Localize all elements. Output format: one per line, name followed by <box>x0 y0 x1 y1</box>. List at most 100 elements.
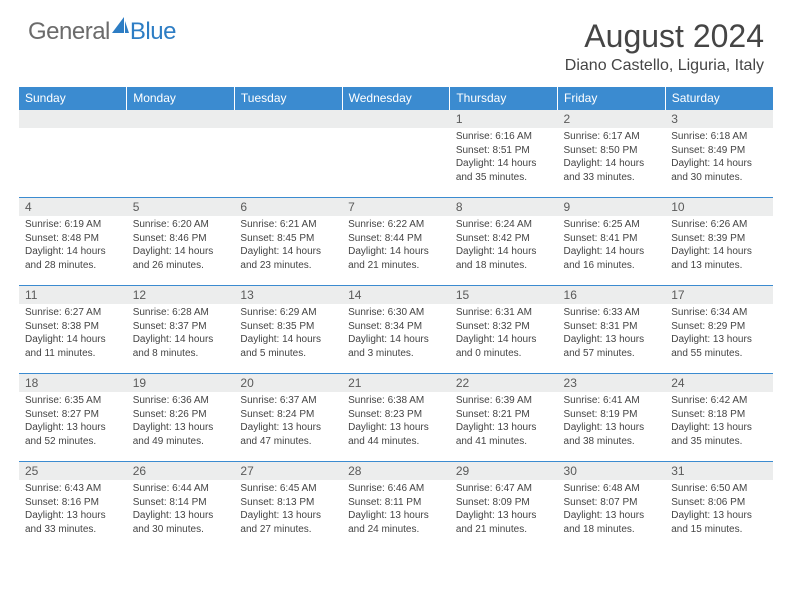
calendar-cell: 3Sunrise: 6:18 AMSunset: 8:49 PMDaylight… <box>665 110 773 198</box>
day-info: Sunrise: 6:28 AMSunset: 8:37 PMDaylight:… <box>127 304 235 364</box>
day-number: 13 <box>234 286 342 304</box>
calendar-cell: 24Sunrise: 6:42 AMSunset: 8:18 PMDayligh… <box>665 374 773 462</box>
day-info: Sunrise: 6:31 AMSunset: 8:32 PMDaylight:… <box>450 304 558 364</box>
calendar-cell: 30Sunrise: 6:48 AMSunset: 8:07 PMDayligh… <box>558 462 666 550</box>
calendar-cell: 18Sunrise: 6:35 AMSunset: 8:27 PMDayligh… <box>19 374 127 462</box>
weekday-header: Monday <box>127 87 235 110</box>
day-info: Sunrise: 6:19 AMSunset: 8:48 PMDaylight:… <box>19 216 127 276</box>
day-number: 17 <box>665 286 773 304</box>
calendar-cell: 12Sunrise: 6:28 AMSunset: 8:37 PMDayligh… <box>127 286 235 374</box>
day-number: 10 <box>665 198 773 216</box>
day-info: Sunrise: 6:36 AMSunset: 8:26 PMDaylight:… <box>127 392 235 452</box>
day-number: 5 <box>127 198 235 216</box>
day-info: Sunrise: 6:22 AMSunset: 8:44 PMDaylight:… <box>342 216 450 276</box>
calendar-cell: 28Sunrise: 6:46 AMSunset: 8:11 PMDayligh… <box>342 462 450 550</box>
calendar-cell: 20Sunrise: 6:37 AMSunset: 8:24 PMDayligh… <box>234 374 342 462</box>
day-number: 4 <box>19 198 127 216</box>
day-number: 22 <box>450 374 558 392</box>
day-number: 8 <box>450 198 558 216</box>
day-info: Sunrise: 6:45 AMSunset: 8:13 PMDaylight:… <box>234 480 342 540</box>
title-month: August 2024 <box>565 18 764 55</box>
calendar-cell: 27Sunrise: 6:45 AMSunset: 8:13 PMDayligh… <box>234 462 342 550</box>
day-number: 11 <box>19 286 127 304</box>
weekday-header: Tuesday <box>234 87 342 110</box>
day-number: 23 <box>558 374 666 392</box>
day-number: 2 <box>558 110 666 128</box>
day-info: Sunrise: 6:25 AMSunset: 8:41 PMDaylight:… <box>558 216 666 276</box>
calendar-cell <box>342 110 450 198</box>
day-number: 25 <box>19 462 127 480</box>
calendar-body: 1Sunrise: 6:16 AMSunset: 8:51 PMDaylight… <box>19 110 773 550</box>
day-info: Sunrise: 6:41 AMSunset: 8:19 PMDaylight:… <box>558 392 666 452</box>
calendar-cell <box>234 110 342 198</box>
calendar-cell: 29Sunrise: 6:47 AMSunset: 8:09 PMDayligh… <box>450 462 558 550</box>
day-number: 18 <box>19 374 127 392</box>
calendar-cell: 14Sunrise: 6:30 AMSunset: 8:34 PMDayligh… <box>342 286 450 374</box>
calendar-row: 1Sunrise: 6:16 AMSunset: 8:51 PMDaylight… <box>19 110 773 198</box>
logo-sail-icon <box>110 15 130 35</box>
day-number: 19 <box>127 374 235 392</box>
day-number-empty <box>342 110 450 128</box>
day-number: 3 <box>665 110 773 128</box>
calendar-cell: 16Sunrise: 6:33 AMSunset: 8:31 PMDayligh… <box>558 286 666 374</box>
calendar-table: SundayMondayTuesdayWednesdayThursdayFrid… <box>19 87 773 550</box>
calendar-cell: 1Sunrise: 6:16 AMSunset: 8:51 PMDaylight… <box>450 110 558 198</box>
day-info: Sunrise: 6:35 AMSunset: 8:27 PMDaylight:… <box>19 392 127 452</box>
day-info: Sunrise: 6:34 AMSunset: 8:29 PMDaylight:… <box>665 304 773 364</box>
day-info: Sunrise: 6:48 AMSunset: 8:07 PMDaylight:… <box>558 480 666 540</box>
calendar-cell: 4Sunrise: 6:19 AMSunset: 8:48 PMDaylight… <box>19 198 127 286</box>
calendar-cell: 31Sunrise: 6:50 AMSunset: 8:06 PMDayligh… <box>665 462 773 550</box>
title-block: August 2024 Diano Castello, Liguria, Ita… <box>565 18 764 75</box>
day-info: Sunrise: 6:30 AMSunset: 8:34 PMDaylight:… <box>342 304 450 364</box>
weekday-header: Saturday <box>665 87 773 110</box>
day-info: Sunrise: 6:37 AMSunset: 8:24 PMDaylight:… <box>234 392 342 452</box>
calendar-row: 11Sunrise: 6:27 AMSunset: 8:38 PMDayligh… <box>19 286 773 374</box>
day-number: 29 <box>450 462 558 480</box>
calendar-cell: 7Sunrise: 6:22 AMSunset: 8:44 PMDaylight… <box>342 198 450 286</box>
day-info: Sunrise: 6:43 AMSunset: 8:16 PMDaylight:… <box>19 480 127 540</box>
calendar-cell: 22Sunrise: 6:39 AMSunset: 8:21 PMDayligh… <box>450 374 558 462</box>
day-info: Sunrise: 6:44 AMSunset: 8:14 PMDaylight:… <box>127 480 235 540</box>
day-number: 15 <box>450 286 558 304</box>
day-info: Sunrise: 6:26 AMSunset: 8:39 PMDaylight:… <box>665 216 773 276</box>
logo-text-blue: Blue <box>130 18 176 46</box>
day-number: 21 <box>342 374 450 392</box>
calendar-cell: 25Sunrise: 6:43 AMSunset: 8:16 PMDayligh… <box>19 462 127 550</box>
calendar-cell: 8Sunrise: 6:24 AMSunset: 8:42 PMDaylight… <box>450 198 558 286</box>
day-info: Sunrise: 6:50 AMSunset: 8:06 PMDaylight:… <box>665 480 773 540</box>
day-number: 9 <box>558 198 666 216</box>
day-number: 20 <box>234 374 342 392</box>
day-number: 1 <box>450 110 558 128</box>
day-number: 28 <box>342 462 450 480</box>
logo-text-general: General <box>28 18 110 46</box>
day-info: Sunrise: 6:46 AMSunset: 8:11 PMDaylight:… <box>342 480 450 540</box>
calendar-row: 18Sunrise: 6:35 AMSunset: 8:27 PMDayligh… <box>19 374 773 462</box>
day-number: 24 <box>665 374 773 392</box>
day-info: Sunrise: 6:33 AMSunset: 8:31 PMDaylight:… <box>558 304 666 364</box>
day-info: Sunrise: 6:39 AMSunset: 8:21 PMDaylight:… <box>450 392 558 452</box>
day-info: Sunrise: 6:21 AMSunset: 8:45 PMDaylight:… <box>234 216 342 276</box>
calendar-cell: 9Sunrise: 6:25 AMSunset: 8:41 PMDaylight… <box>558 198 666 286</box>
day-number: 14 <box>342 286 450 304</box>
day-number-empty <box>127 110 235 128</box>
calendar-cell: 17Sunrise: 6:34 AMSunset: 8:29 PMDayligh… <box>665 286 773 374</box>
day-number: 16 <box>558 286 666 304</box>
day-info: Sunrise: 6:38 AMSunset: 8:23 PMDaylight:… <box>342 392 450 452</box>
day-info: Sunrise: 6:17 AMSunset: 8:50 PMDaylight:… <box>558 128 666 188</box>
header: General Blue August 2024 Diano Castello,… <box>0 0 792 81</box>
calendar-cell: 5Sunrise: 6:20 AMSunset: 8:46 PMDaylight… <box>127 198 235 286</box>
calendar-cell: 2Sunrise: 6:17 AMSunset: 8:50 PMDaylight… <box>558 110 666 198</box>
day-number: 31 <box>665 462 773 480</box>
day-info: Sunrise: 6:16 AMSunset: 8:51 PMDaylight:… <box>450 128 558 188</box>
day-number: 7 <box>342 198 450 216</box>
calendar-head: SundayMondayTuesdayWednesdayThursdayFrid… <box>19 87 773 110</box>
weekday-header: Wednesday <box>342 87 450 110</box>
day-info: Sunrise: 6:47 AMSunset: 8:09 PMDaylight:… <box>450 480 558 540</box>
day-number: 27 <box>234 462 342 480</box>
day-number: 6 <box>234 198 342 216</box>
logo: General Blue <box>28 18 176 46</box>
weekday-header: Sunday <box>19 87 127 110</box>
calendar-cell: 6Sunrise: 6:21 AMSunset: 8:45 PMDaylight… <box>234 198 342 286</box>
calendar-cell: 13Sunrise: 6:29 AMSunset: 8:35 PMDayligh… <box>234 286 342 374</box>
calendar-cell: 21Sunrise: 6:38 AMSunset: 8:23 PMDayligh… <box>342 374 450 462</box>
